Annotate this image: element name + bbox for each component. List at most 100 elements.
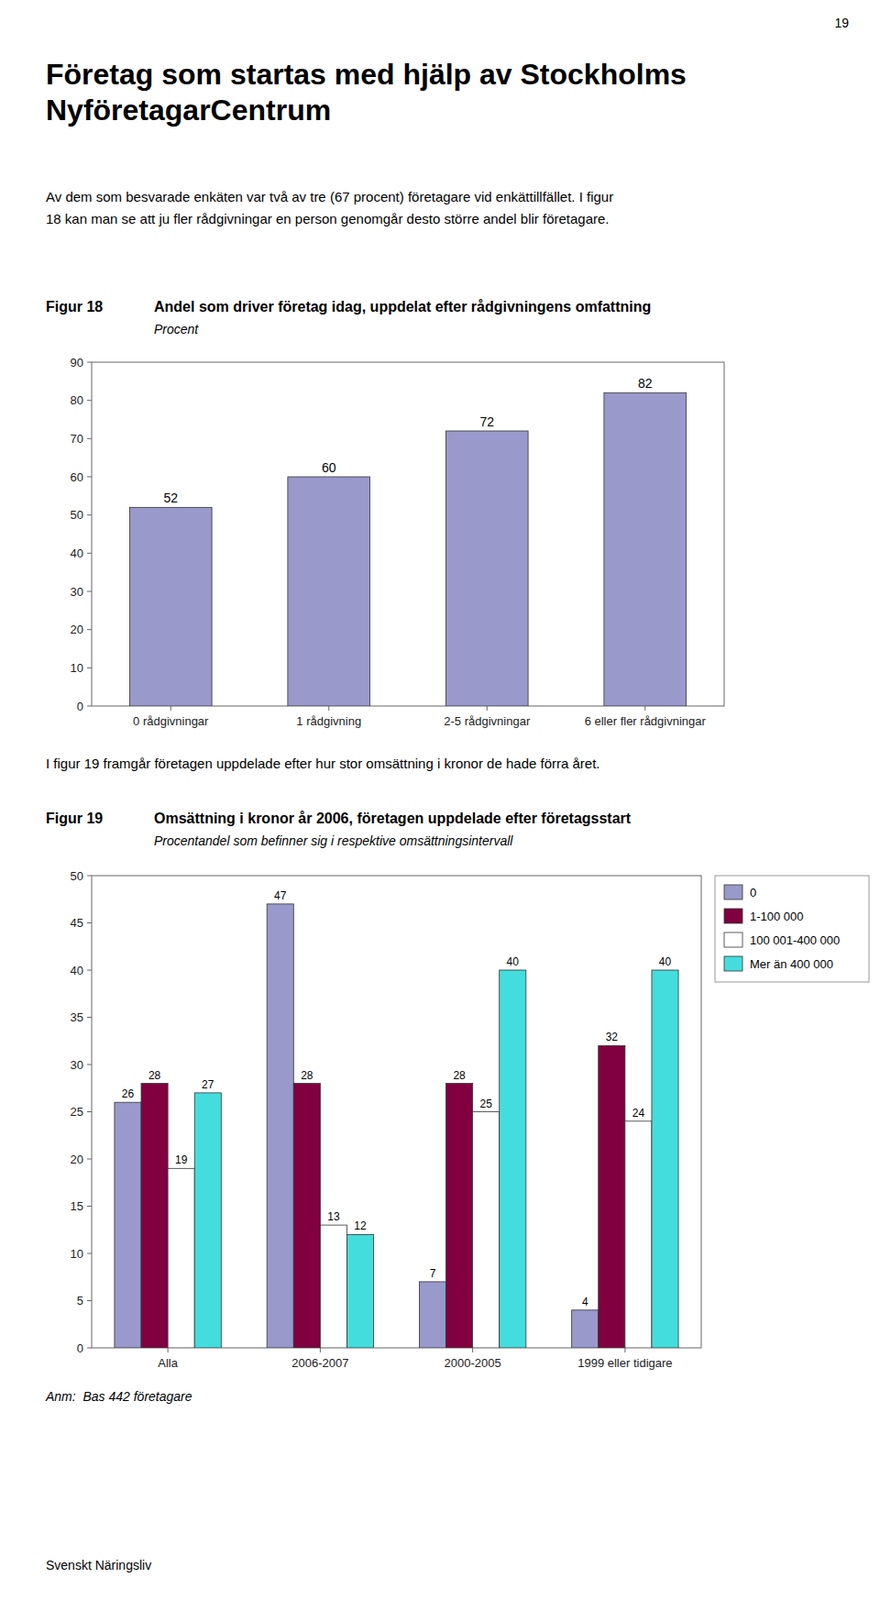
bar: [445, 430, 528, 706]
bar: [141, 1083, 168, 1348]
x-tick: [472, 1347, 473, 1353]
y-tick-label: 15: [70, 1199, 84, 1213]
y-tick-label: 20: [70, 622, 84, 637]
bar: [625, 1121, 652, 1348]
data-label: 47: [274, 889, 287, 902]
title-line: NyföretagarCentrum: [45, 93, 331, 127]
bar: [418, 1281, 446, 1348]
y-tick: [87, 969, 92, 971]
y-tick-label: 50: [70, 507, 84, 522]
intro-text: Av dem som besvarade enkäten var två av …: [45, 188, 614, 227]
bars: [114, 903, 679, 1348]
plot-frame: [91, 875, 702, 1348]
y-tick-label: 70: [70, 431, 84, 446]
legend-swatch: [724, 908, 743, 924]
bar: [473, 1111, 500, 1349]
data-label: 27: [201, 1078, 215, 1091]
data-label: 19: [175, 1153, 188, 1166]
y-tick: [87, 1064, 92, 1066]
legend-swatch: [724, 956, 743, 971]
x-tick-label: Alla: [157, 1355, 178, 1370]
page: 19 Företag som startas med hjälp av Stock…: [0, 0, 880, 1600]
between-text: I figur 19 framgår företagen uppdelade e…: [45, 755, 601, 771]
data-label: 72: [479, 414, 495, 429]
bar: [129, 506, 212, 706]
y-tick-label: 40: [70, 963, 84, 978]
data-label: 4: [582, 1295, 589, 1309]
data-label: 26: [121, 1087, 135, 1100]
legend: 01-100 000100 001-400 000Mer än 400 000: [715, 875, 869, 982]
footer: Svenskt Näringsliv: [45, 1557, 152, 1573]
y-tick-label: 25: [70, 1104, 84, 1119]
data-label: 40: [659, 955, 672, 968]
chart: 01020304050607080900 rådgivningar1 rådgi…: [70, 355, 725, 729]
bar: [446, 1083, 473, 1348]
bar: [598, 1045, 626, 1348]
data-label: 28: [452, 1068, 466, 1082]
chart: 05101520253035404550Alla2006-20072000-20…: [70, 869, 869, 1371]
data-label: 24: [632, 1106, 646, 1120]
y-tick-label: 30: [70, 584, 84, 599]
legend-swatch: [724, 884, 743, 900]
y-tick: [87, 1016, 92, 1018]
bar: [319, 1224, 347, 1348]
legend-frame: [715, 875, 869, 982]
data-label: 12: [353, 1219, 367, 1232]
y-tick-label: 10: [70, 1246, 84, 1261]
bar: [293, 1083, 320, 1348]
y-tick-label: 30: [70, 1057, 84, 1072]
bar: [499, 969, 527, 1348]
y-tick-label: 0: [77, 1341, 84, 1355]
y-tick-label: 40: [70, 546, 84, 561]
chart-title: Omsättning i kronor år 2006, företagen u…: [154, 810, 632, 826]
main-title: Företag som startas med hjälp av Stockho…: [45, 57, 687, 127]
bar: [572, 1309, 599, 1348]
bar: [266, 903, 294, 1348]
y-tick: [87, 1158, 92, 1160]
y-tick: [87, 628, 92, 630]
y-tick-label: 60: [70, 470, 84, 484]
legend-entry: Mer än 400 000: [749, 957, 834, 971]
y-tick: [87, 438, 92, 440]
background: [0, 0, 880, 1600]
y-tick-label: 5: [77, 1293, 84, 1308]
x-tick: [624, 1347, 626, 1353]
data-labels: 52607282: [163, 375, 652, 506]
bar: [114, 1101, 142, 1348]
y-tick-label: 80: [70, 393, 84, 407]
y-tick: [87, 591, 92, 593]
title-line: Företag som startas med hjälp av Stockho…: [45, 57, 687, 91]
y-tick-label: 0: [77, 699, 84, 714]
data-labels: 264774282828321913252427124040: [121, 889, 672, 1309]
x-tick-label: 1 rådgivning: [296, 714, 362, 728]
bars: [129, 392, 686, 706]
data-label: 13: [327, 1210, 341, 1223]
y-tick: [87, 1205, 92, 1207]
x-tick-label: 0 rådgivningar: [132, 714, 209, 728]
figure-label: Figur 19: [45, 810, 103, 826]
legend-entry: 1-100 000: [749, 909, 804, 924]
data-label: 40: [506, 955, 520, 968]
x-tick: [319, 1347, 321, 1353]
data-label: 25: [479, 1097, 493, 1111]
y-tick-label: 50: [70, 869, 84, 883]
x-tick: [486, 705, 488, 711]
legend-swatch: [724, 932, 743, 947]
x-tick-label: 1999 eller tidigare: [577, 1355, 672, 1370]
figure-label: Figur 18: [45, 298, 103, 315]
data-label: 28: [300, 1068, 314, 1082]
x-tick: [170, 705, 172, 711]
y-tick: [87, 362, 92, 363]
y-tick: [87, 1253, 92, 1254]
chart-subtitle: Procent: [154, 321, 199, 337]
data-label: 52: [163, 490, 178, 506]
data-label: 82: [638, 375, 653, 391]
y-tick: [87, 667, 92, 669]
intro-text-line: Av dem som besvarade enkäten var två av …: [45, 188, 614, 205]
bar: [287, 476, 371, 706]
data-label: 32: [605, 1030, 619, 1044]
y-tick: [87, 476, 92, 478]
y-tick: [87, 399, 92, 401]
y-tick: [87, 1347, 92, 1349]
data-label: 28: [148, 1068, 162, 1082]
